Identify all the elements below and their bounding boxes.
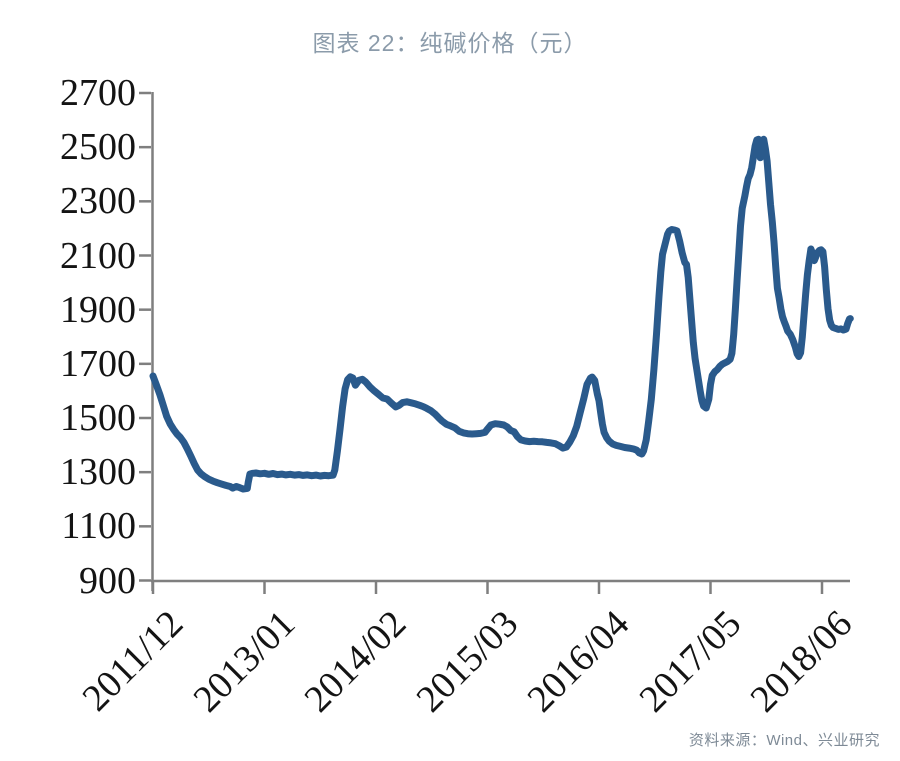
y-axis-tick-label: 1300 (60, 451, 136, 494)
y-axis-tick-label: 1500 (60, 397, 136, 439)
source-note: 资料来源：Wind、兴业研究 (688, 732, 880, 749)
y-axis-tick-label: 2500 (60, 126, 136, 169)
y-axis-tick-label: 1900 (60, 288, 136, 331)
y-axis-tick-label: 1700 (60, 342, 136, 385)
y-axis-tick-label: 900 (79, 559, 136, 602)
price-line-series (149, 135, 854, 493)
y-axis-tick-label: 2100 (60, 234, 136, 277)
y-axis-tick-label: 1100 (61, 505, 136, 548)
y-axis-tick-label: 2700 (60, 72, 136, 114)
chart-title: 图表 22：纯碱价格（元） (312, 30, 588, 56)
y-axis-tick-label: 2300 (60, 180, 136, 223)
